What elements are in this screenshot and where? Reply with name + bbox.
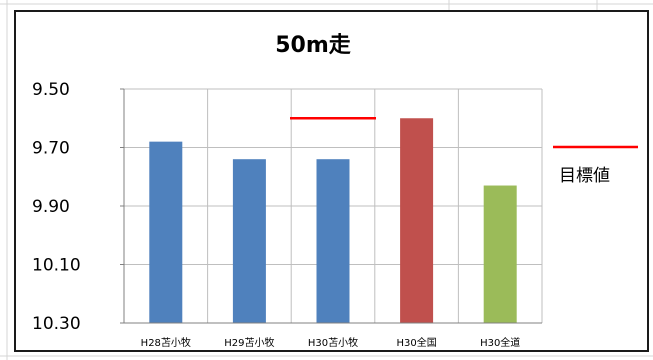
y-tick-label-1: 9.70 — [32, 139, 70, 159]
chart-title: 50m走 — [275, 33, 351, 58]
x-tick-label-4: H30全道 — [480, 336, 520, 349]
x-axis-tick-labels: H28苫小牧 H29苫小牧 H30苫小牧 H30全国 H30全道 — [141, 336, 521, 349]
y-tick-label-2: 9.90 — [32, 197, 70, 217]
bar-2 — [316, 159, 350, 323]
chart-area[interactable]: 50m走 9.50 9.70 9.90 10.10 10.30 H28苫小牧 H29苫小牧… — [14, 10, 649, 352]
bar-1 — [232, 159, 266, 323]
bars — [149, 118, 517, 323]
x-tick-label-2: H30苫小牧 — [308, 336, 358, 349]
legend-label-target: 目標値 — [559, 166, 610, 186]
bar-0 — [149, 141, 183, 323]
bar-chart: 50m走 9.50 9.70 9.90 10.10 10.30 H28苫小牧 H29苫小牧… — [32, 33, 638, 349]
bar-3 — [400, 118, 434, 323]
y-axis-tick-labels: 9.50 9.70 9.90 10.10 10.30 — [32, 80, 81, 334]
bar-4 — [483, 185, 517, 323]
y-tick-label-4: 10.30 — [32, 314, 81, 334]
legend: 目標値 — [553, 145, 638, 186]
axes — [120, 88, 542, 324]
y-tick-label-0: 9.50 — [32, 80, 70, 100]
y-tick-label-3: 10.10 — [32, 256, 81, 276]
x-tick-label-0: H28苫小牧 — [141, 336, 191, 349]
x-tick-label-1: H29苫小牧 — [224, 336, 274, 349]
x-tick-label-3: H30全国 — [396, 336, 436, 349]
